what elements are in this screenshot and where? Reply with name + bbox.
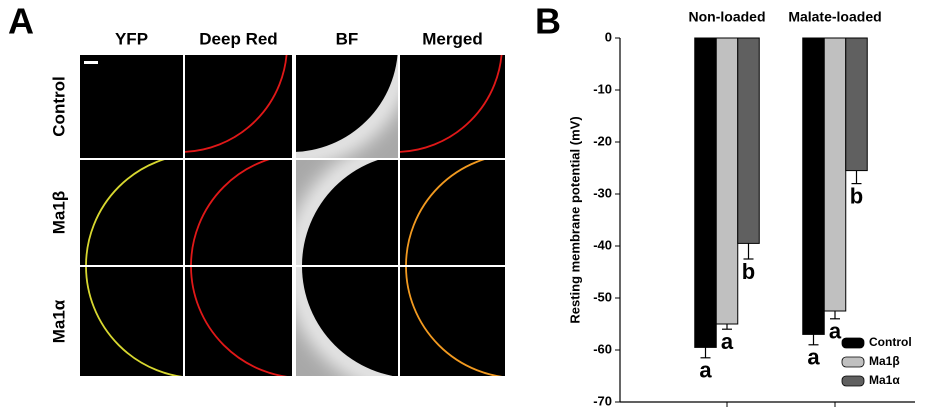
y-tick-label: 0	[605, 29, 612, 44]
micrograph	[80, 267, 183, 376]
cell	[296, 55, 398, 152]
micrograph	[185, 160, 292, 265]
bar	[737, 37, 760, 244]
image-bg	[185, 55, 292, 158]
micrograph	[296, 267, 398, 376]
legend-swatch	[841, 375, 865, 387]
micrograph	[400, 160, 505, 265]
bar	[845, 37, 868, 172]
row-label: Ma1β	[49, 191, 68, 234]
micrograph	[185, 267, 292, 376]
y-tick-label: -30	[593, 185, 612, 200]
legend-label: Ma1β	[869, 354, 900, 368]
y-tick-label: -50	[593, 289, 612, 304]
row-label: Control	[49, 76, 68, 136]
row-label: Ma1α	[49, 299, 68, 343]
image-bg	[400, 267, 505, 376]
significance-letter: b	[850, 183, 863, 208]
y-tick-label: -70	[593, 393, 612, 408]
micrographs	[80, 55, 505, 376]
category-label: Non-loaded	[689, 9, 766, 25]
bar	[694, 37, 717, 348]
cell	[302, 160, 398, 265]
column-header: BF	[336, 29, 359, 48]
scale-bar	[84, 61, 98, 64]
bar	[715, 37, 739, 325]
micrograph	[80, 160, 183, 265]
image-bg	[400, 160, 505, 265]
panel-label: B	[535, 1, 561, 42]
y-tick-label: -60	[593, 341, 612, 356]
significance-letter: a	[829, 319, 842, 344]
y-tick-label: -10	[593, 81, 612, 96]
column-header: YFP	[115, 29, 148, 48]
significance-letter: a	[807, 345, 820, 370]
micrograph	[296, 160, 398, 265]
micrograph	[185, 55, 292, 158]
y-tick-label: -20	[593, 133, 612, 148]
image-bg	[80, 267, 183, 376]
legend-label: Ma1α	[869, 373, 900, 387]
bar	[823, 37, 847, 312]
micrograph	[296, 55, 398, 158]
image-bg	[80, 55, 183, 158]
significance-letter: b	[742, 259, 755, 284]
image-bg	[400, 55, 505, 158]
significance-letter: a	[699, 358, 712, 383]
category-label: Malate-loaded	[788, 9, 881, 25]
cell	[302, 267, 398, 376]
legend-swatch	[841, 356, 865, 368]
y-tick-label: -40	[593, 237, 612, 252]
image-bg	[185, 267, 292, 376]
panel-label: A	[8, 1, 34, 42]
column-header: Merged	[422, 29, 482, 48]
y-axis-label: Resting membrane potential (mV)	[567, 116, 582, 323]
legend-swatch	[841, 337, 865, 349]
micrograph	[400, 55, 505, 158]
bar	[802, 37, 825, 335]
legend-label: Control	[869, 335, 912, 349]
micrograph	[80, 55, 183, 158]
image-bg	[80, 160, 183, 265]
column-header: Deep Red	[199, 29, 277, 48]
micrograph	[400, 267, 505, 376]
image-bg	[185, 160, 292, 265]
significance-letter: a	[721, 329, 734, 354]
